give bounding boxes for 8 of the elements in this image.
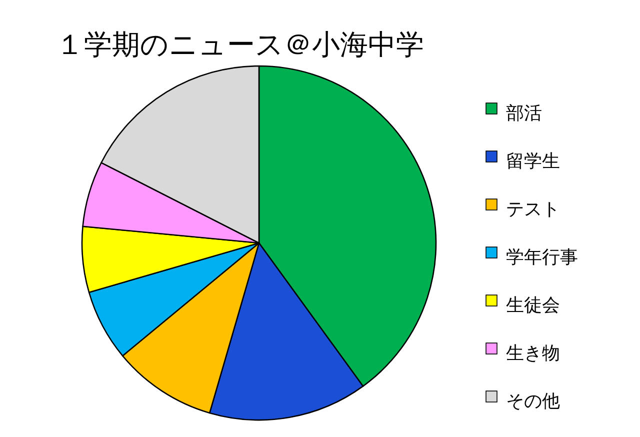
legend-label: 学年行事 [506,246,578,268]
chart-title: １学期のニュース＠小海中学 [56,28,424,61]
legend-label: テスト [506,198,560,220]
legend-label: 生き物 [506,342,560,364]
legend-label: 留学生 [506,150,560,172]
legend-label: 生徒会 [506,294,560,316]
legend-label: その他 [506,390,560,412]
legend-label: 部活 [506,102,542,124]
